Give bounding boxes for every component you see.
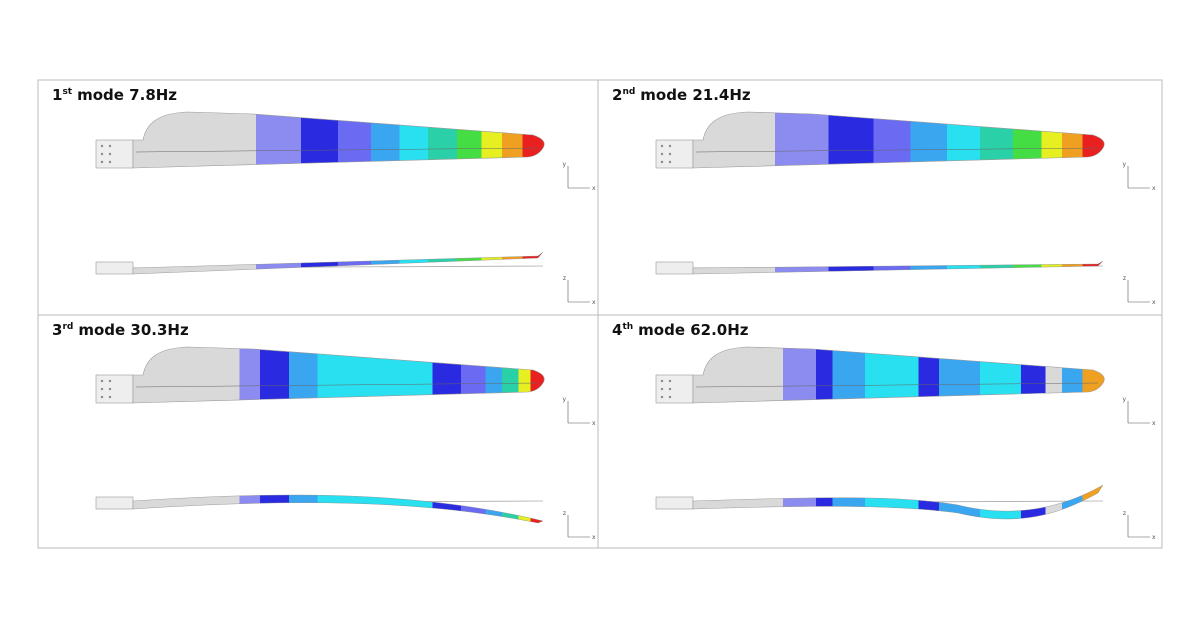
axis-label: z [1123, 510, 1126, 517]
blade-side-view [132, 251, 544, 275]
axis-label: x [1152, 299, 1156, 306]
bolt [108, 160, 112, 164]
axis-label: x [1152, 185, 1156, 192]
bolt [668, 160, 672, 164]
spar-line [695, 147, 1099, 153]
bolt [108, 144, 112, 148]
bolt [660, 379, 664, 383]
mode-suffix: st [62, 87, 72, 97]
blade-side-view [692, 260, 1104, 275]
axis-label: z [563, 510, 566, 517]
mode-number: 1 [52, 86, 62, 104]
bolt [108, 395, 112, 399]
blade-top-view [692, 111, 1105, 169]
bolt [100, 160, 104, 164]
axis-label: x [592, 534, 596, 541]
mode-number: 3 [52, 321, 62, 339]
panel: 2nd mode 21.4Hz y x z x [612, 86, 1156, 306]
mode-label: mode 21.4Hz [640, 86, 751, 104]
axis-label: y [1122, 396, 1126, 403]
axis-label: z [563, 275, 566, 282]
mode-label: mode 62.0Hz [638, 321, 749, 339]
spar-line [695, 382, 1099, 388]
blade-side-view [132, 494, 544, 524]
axis-label: z [1123, 275, 1126, 282]
mode-suffix: nd [622, 87, 635, 97]
blade-root-side [95, 261, 134, 275]
panel: 3rd mode 30.3Hz y x z x [52, 321, 596, 541]
mode-suffix: th [622, 322, 633, 332]
axis-label: y [562, 396, 566, 403]
bolt [660, 160, 664, 164]
axis-label: x [1152, 420, 1156, 427]
bolt [108, 152, 112, 156]
blade-root-side [95, 496, 134, 510]
mode-label: mode 30.3Hz [78, 321, 189, 339]
bolt [660, 395, 664, 399]
bolt [668, 152, 672, 156]
blade-root-side [655, 496, 694, 510]
axis-label: x [1152, 534, 1156, 541]
panel-title: 1st mode 7.8Hz [52, 86, 177, 104]
bolt [668, 144, 672, 148]
axis-label: x [592, 420, 596, 427]
blade-top-view [132, 111, 545, 169]
bolt [668, 395, 672, 399]
bolt [100, 144, 104, 148]
blade-top-view [132, 346, 545, 404]
bolt [660, 152, 664, 156]
bolt [668, 379, 672, 383]
bolt [108, 387, 112, 391]
bolt [100, 387, 104, 391]
mode-label: mode 7.8Hz [77, 86, 177, 104]
bolt [108, 379, 112, 383]
bolt [660, 144, 664, 148]
bolt [100, 379, 104, 383]
panel: 1st mode 7.8Hz y x z x [52, 86, 596, 306]
panel-title: 2nd mode 21.4Hz [612, 86, 751, 104]
axis-label: y [1122, 161, 1126, 168]
axis-label: y [562, 161, 566, 168]
panel-title: 4th mode 62.0Hz [612, 321, 749, 339]
mode-suffix: rd [62, 322, 73, 332]
blade-root [655, 374, 694, 404]
bolt [668, 387, 672, 391]
spar-line [135, 147, 539, 153]
blade-root-side [655, 261, 694, 275]
blade-top-view [692, 346, 1105, 404]
blade-side-view [692, 484, 1104, 520]
bolt [100, 395, 104, 399]
mode-number: 2 [612, 86, 622, 104]
bolt [660, 387, 664, 391]
panel: 4th mode 62.0Hz y x z x [612, 321, 1156, 541]
bolt [100, 152, 104, 156]
mode-number: 4 [612, 321, 622, 339]
axis-label: x [592, 185, 596, 192]
spar-line [135, 382, 539, 388]
axis-label: x [592, 299, 596, 306]
panel-title: 3rd mode 30.3Hz [52, 321, 189, 339]
